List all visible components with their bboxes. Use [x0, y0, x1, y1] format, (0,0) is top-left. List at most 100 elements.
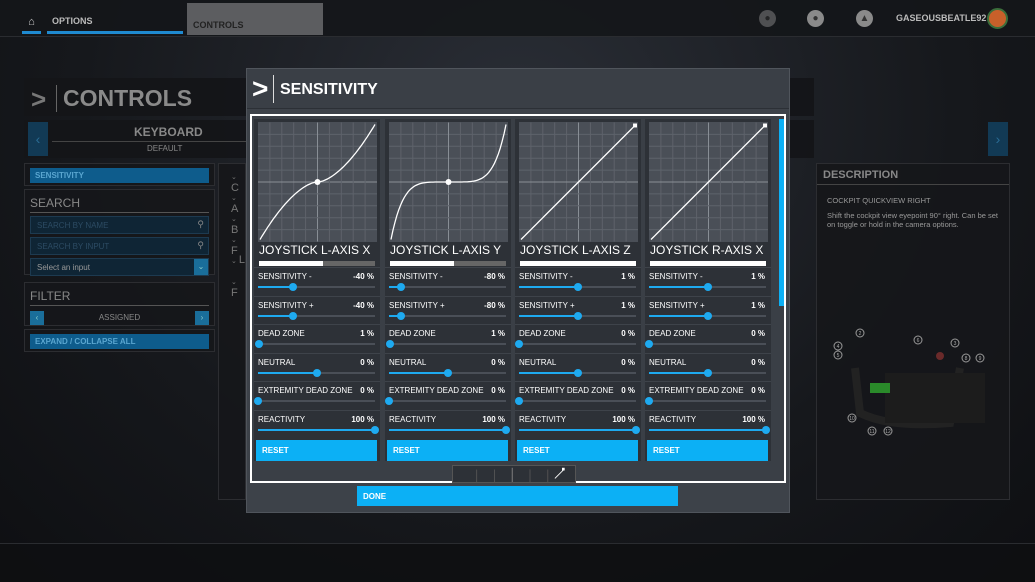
category-item[interactable]: ⌄ C: [225, 170, 245, 194]
yoke-illustration: 2 4 5 6 3 8 9 10 11 12: [833, 328, 985, 436]
setting-slider[interactable]: [389, 311, 506, 320]
setting-slider[interactable]: [258, 283, 375, 291]
slider-thumb[interactable]: [385, 397, 393, 405]
setting-slider[interactable]: [515, 340, 636, 348]
slider-thumb[interactable]: [254, 397, 262, 405]
dialog-title: SENSITIVITY: [280, 81, 378, 98]
setting-slider[interactable]: [519, 368, 636, 377]
input-level-bar: [390, 261, 506, 266]
slider-thumb[interactable]: [502, 425, 510, 434]
setting-slider[interactable]: [519, 311, 636, 320]
reset-button[interactable]: RESET: [647, 440, 768, 461]
prev-device-button[interactable]: ‹: [28, 122, 48, 156]
category-item[interactable]: ⌄ F: [225, 275, 245, 299]
response-curve-graph: [649, 122, 768, 242]
slider-thumb[interactable]: [574, 283, 583, 291]
filter-title: FILTER: [30, 289, 209, 306]
notifications-icon[interactable]: ▲: [856, 10, 873, 27]
device-name: KEYBOARD: [134, 125, 203, 139]
tab-options[interactable]: OPTIONS: [47, 16, 183, 34]
username[interactable]: GASEOUSBEATLE92: [896, 13, 987, 23]
category-item[interactable]: ⌄ A: [225, 191, 245, 215]
slider-thumb[interactable]: [704, 283, 713, 291]
setting-value: 1 %: [491, 329, 505, 338]
setting-slider[interactable]: [389, 425, 510, 434]
slider-thumb[interactable]: [645, 340, 653, 348]
setting-slider[interactable]: [649, 368, 766, 377]
setting-value: 0 %: [491, 386, 505, 395]
search-by-input-input[interactable]: SEARCH BY INPUT ⚲: [30, 237, 209, 255]
sensitivity-button[interactable]: SENSITIVITY: [30, 168, 209, 183]
setting-label: NEUTRAL: [389, 357, 427, 367]
filter-selector: ‹ ASSIGNED ›: [30, 310, 209, 326]
setting-slider[interactable]: [258, 425, 379, 434]
filter-next-button[interactable]: ›: [195, 311, 209, 325]
filter-prev-button[interactable]: ‹: [30, 311, 44, 325]
tab-controls[interactable]: CONTROLS: [187, 3, 323, 35]
slider-thumb[interactable]: [703, 368, 712, 377]
slider-thumb[interactable]: [632, 425, 640, 434]
setting-slider[interactable]: [519, 283, 636, 291]
setting-slider[interactable]: [255, 340, 375, 348]
done-button[interactable]: DONE: [357, 486, 678, 506]
setting-row: SENSITIVITY - 1 %: [645, 267, 771, 295]
slider-thumb[interactable]: [312, 368, 321, 377]
slider-thumb[interactable]: [396, 311, 405, 320]
slider-thumb[interactable]: [574, 311, 583, 320]
slider-thumb[interactable]: [515, 340, 523, 348]
setting-slider[interactable]: [649, 283, 766, 291]
chevron-down-icon: ⌄: [194, 259, 208, 275]
description-title: DESCRIPTION: [817, 164, 1009, 185]
setting-slider[interactable]: [386, 340, 506, 348]
setting-slider[interactable]: [389, 283, 506, 291]
avatar[interactable]: [987, 8, 1008, 29]
home-icon[interactable]: ⌂: [22, 16, 41, 34]
slider-thumb[interactable]: [762, 425, 770, 434]
endpoint-marker: [763, 123, 768, 128]
reset-button[interactable]: RESET: [256, 440, 377, 461]
scrollbar[interactable]: [779, 119, 784, 306]
friends-icon[interactable]: ●: [759, 10, 776, 27]
slider-thumb[interactable]: [386, 340, 395, 348]
slider-thumb[interactable]: [645, 397, 653, 405]
expand-collapse-button[interactable]: EXPAND / COLLAPSE ALL: [30, 334, 209, 349]
search-by-name-input[interactable]: SEARCH BY NAME ⚲: [30, 216, 209, 234]
reset-button[interactable]: RESET: [517, 440, 638, 461]
setting-row: REACTIVITY 100 %: [645, 409, 771, 438]
slider-thumb[interactable]: [396, 283, 405, 291]
setting-label: REACTIVITY: [258, 414, 306, 424]
setting-slider[interactable]: [258, 311, 375, 320]
setting-slider[interactable]: [258, 368, 375, 377]
category-item[interactable]: ⌄ L: [225, 254, 245, 275]
slider-thumb[interactable]: [289, 311, 298, 320]
next-device-button[interactable]: ›: [988, 122, 1008, 156]
setting-slider[interactable]: [389, 368, 506, 377]
setting-slider[interactable]: [649, 425, 770, 434]
setting-slider[interactable]: [519, 425, 640, 434]
slider-thumb[interactable]: [443, 368, 452, 377]
slider-thumb[interactable]: [515, 397, 523, 405]
setting-label: EXTREMITY DEAD ZONE: [258, 386, 353, 395]
profile-icon[interactable]: ●: [807, 10, 824, 27]
category-item[interactable]: ⌄ F: [225, 233, 245, 257]
slider-thumb[interactable]: [573, 368, 582, 377]
setting-slider[interactable]: [385, 397, 506, 405]
category-label: L: [238, 254, 245, 266]
setting-row: DEAD ZONE 0 %: [515, 324, 641, 352]
select-input-dropdown[interactable]: Select an input ⌄: [30, 258, 209, 276]
setting-slider[interactable]: [254, 397, 375, 405]
setting-slider[interactable]: [645, 340, 766, 348]
reset-button[interactable]: RESET: [387, 440, 508, 461]
axis-name: JOYSTICK L-AXIS X: [259, 243, 371, 257]
slider-thumb[interactable]: [704, 311, 713, 320]
setting-slider[interactable]: [649, 311, 766, 320]
slider-thumb[interactable]: [289, 283, 298, 291]
axis-card: JOYSTICK R-AXIS X SENSITIVITY -1 % SENSITI…: [645, 119, 771, 461]
slider-thumb[interactable]: [371, 425, 379, 434]
slider-thumb[interactable]: [255, 340, 264, 348]
chevron-right-icon: >: [31, 84, 47, 114]
setting-slider[interactable]: [515, 397, 636, 405]
setting-slider[interactable]: [645, 397, 766, 405]
setting-value: 100 %: [742, 414, 765, 424]
category-item[interactable]: ⌄ B: [225, 212, 245, 236]
